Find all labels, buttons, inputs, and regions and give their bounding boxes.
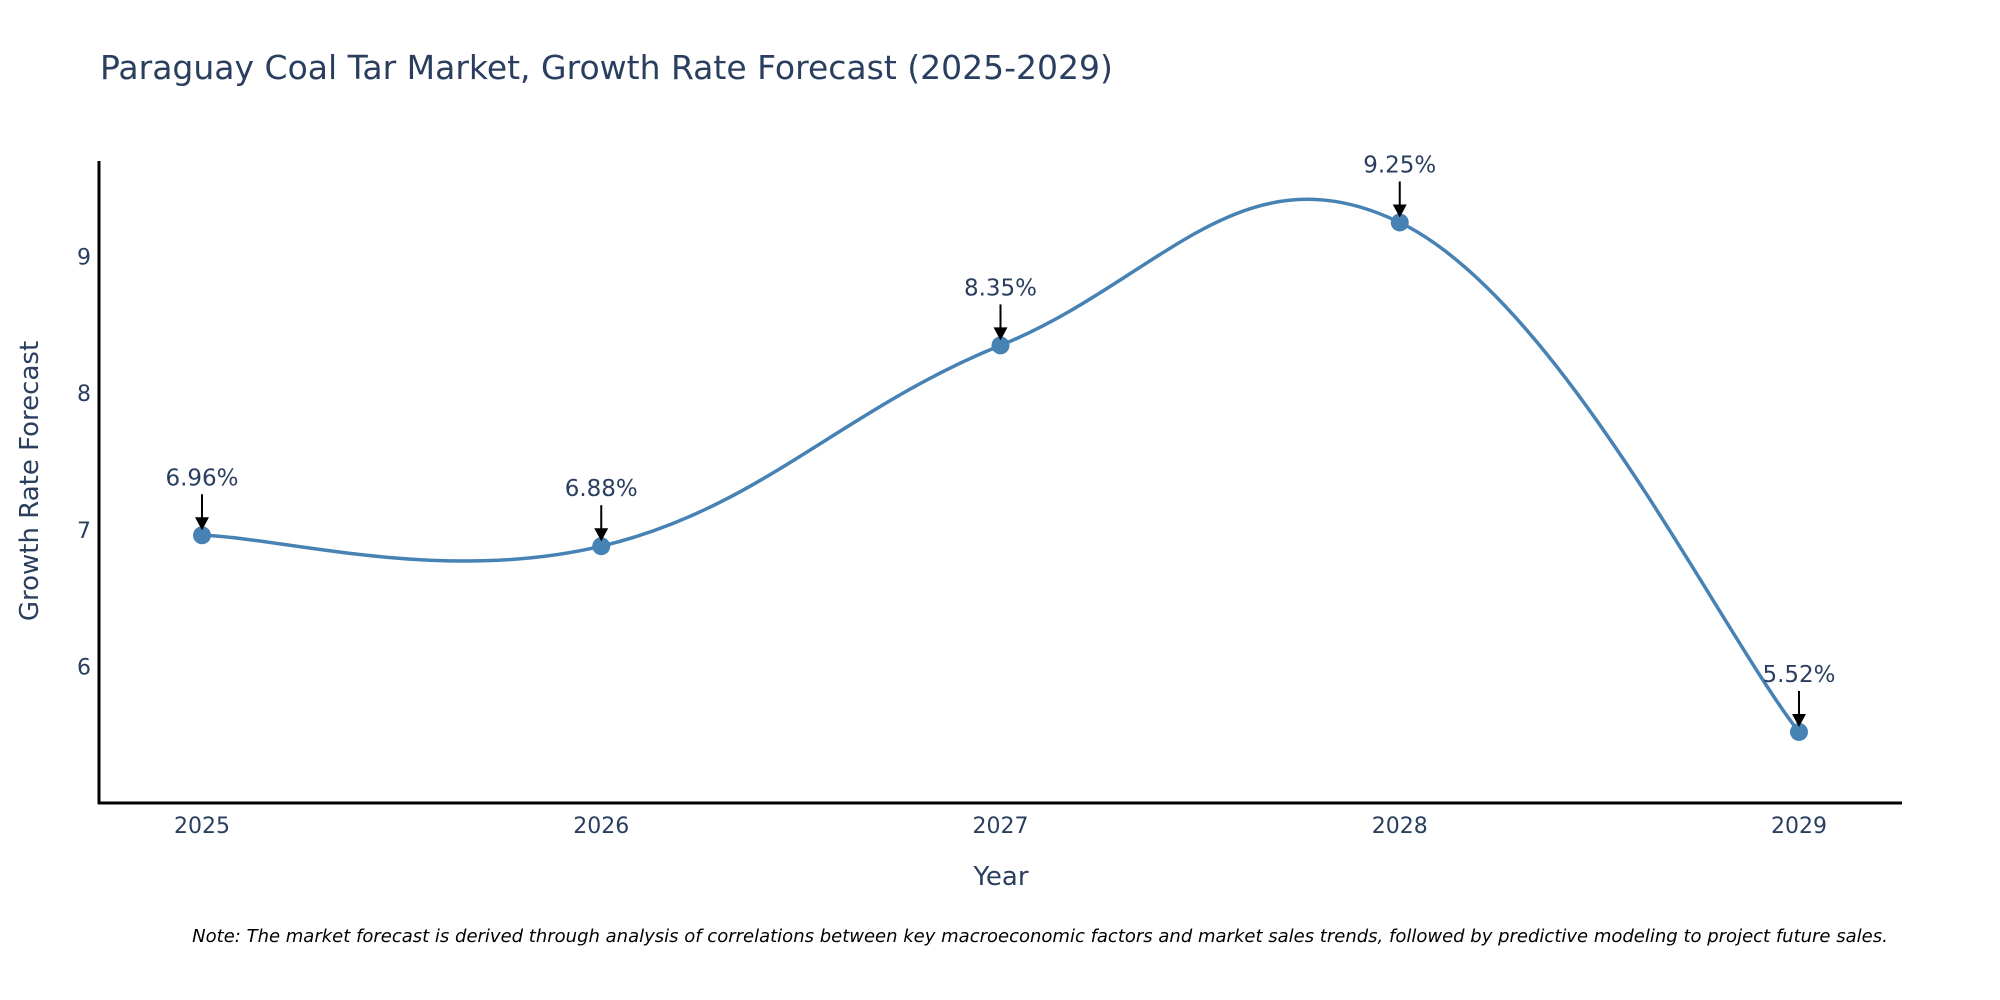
data-label: 8.35% [964, 275, 1037, 301]
x-axis-title: Year [972, 862, 1028, 892]
annotation-arrowhead [993, 327, 1008, 341]
y-tick-label: 6 [77, 655, 91, 680]
data-label: 6.88% [565, 476, 638, 502]
data-point [592, 537, 611, 556]
y-tick-label: 9 [77, 246, 91, 271]
data-label: 6.96% [165, 465, 238, 491]
data-point [991, 336, 1010, 355]
data-point [193, 526, 211, 545]
x-tick-labels: 2025 2026 2027 2028 2029 [174, 814, 1827, 839]
annotation-arrowhead [1392, 204, 1407, 218]
series-line [201, 197, 1801, 734]
annotation-arrowhead [1792, 713, 1806, 727]
data-label: 5.52% [1762, 662, 1835, 688]
x-tick-label: 2025 [174, 814, 230, 839]
x-tick-label: 2028 [1372, 814, 1428, 839]
annotation-arrowhead [594, 528, 609, 542]
x-tick-label: 2027 [973, 814, 1029, 839]
y-axis-title: Growth Rate Forecast [15, 341, 45, 621]
data-points [193, 213, 1808, 741]
data-label: 9.25% [1363, 152, 1436, 178]
y-tick-label: 8 [77, 382, 91, 407]
y-tick-label: 7 [77, 519, 91, 544]
x-tick-label: 2029 [1771, 814, 1827, 839]
annotation-arrowhead [195, 517, 209, 531]
x-tick-label: 2026 [573, 814, 629, 839]
y-tick-labels: 6 7 8 9 [77, 246, 91, 681]
chart-title: Paraguay Coal Tar Market, Growth Rate Fo… [100, 48, 1113, 87]
data-point [1390, 213, 1409, 232]
data-point [1790, 722, 1808, 741]
data-annotations: 6.96% 6.88% 8.35% 9.25% 5.52% [165, 152, 1836, 727]
footnote: Note: The market forecast is derived thr… [192, 926, 1888, 947]
